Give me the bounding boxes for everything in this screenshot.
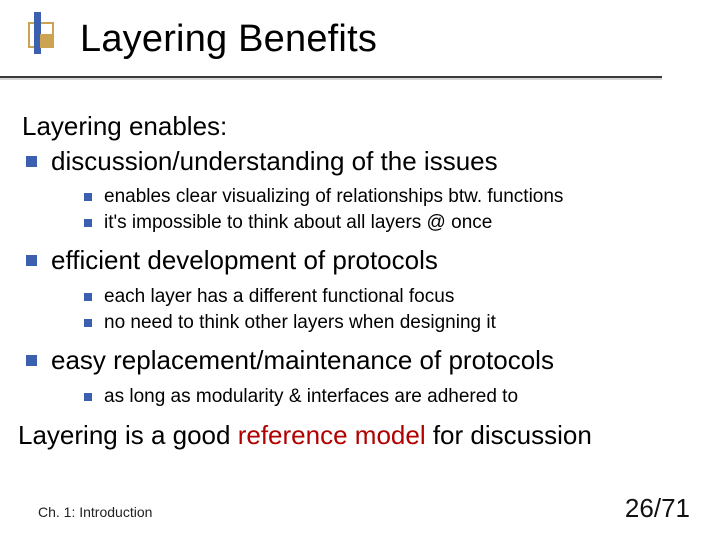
list-item: discussion/understanding of the issues — [22, 145, 702, 178]
title-decoration — [28, 12, 54, 54]
subitem-label: it's impossible to think about all layer… — [104, 211, 492, 236]
intro-text: Layering enables: — [22, 110, 702, 143]
bullet-icon — [84, 393, 92, 401]
item-label: discussion/understanding of the issues — [51, 145, 498, 178]
bullet-icon — [84, 193, 92, 201]
list-item: easy replacement/maintenance of protocol… — [22, 344, 702, 377]
footer-chapter: Ch. 1: Introduction — [38, 504, 152, 520]
list-subitem: it's impossible to think about all layer… — [84, 211, 702, 236]
item-label: efficient development of protocols — [51, 244, 438, 277]
closing-pre: Layering is a good — [18, 420, 238, 450]
title-underline-shadow — [0, 78, 662, 80]
square-fill-icon — [40, 34, 54, 48]
closing-accent: reference model — [238, 420, 426, 450]
subitem-label: enables clear visualizing of relationshi… — [104, 185, 563, 210]
list-subitem: no need to think other layers when desig… — [84, 311, 702, 336]
bullet-icon — [26, 355, 37, 366]
bullet-icon — [84, 219, 92, 227]
subitem-label: as long as modularity & interfaces are a… — [104, 385, 518, 410]
slide: Layering Benefits Layering enables: disc… — [0, 0, 720, 540]
closing-post: for discussion — [426, 420, 592, 450]
bullet-icon — [84, 293, 92, 301]
item-label: easy replacement/maintenance of protocol… — [51, 344, 554, 377]
bullet-icon — [26, 255, 37, 266]
list-subitem: enables clear visualizing of relationshi… — [84, 185, 702, 210]
list-subitem: each layer has a different functional fo… — [84, 285, 702, 310]
list-subitem: as long as modularity & interfaces are a… — [84, 385, 702, 410]
list-item: efficient development of protocols — [22, 244, 702, 277]
slide-body: Layering enables: discussion/understandi… — [22, 110, 702, 452]
bullet-icon — [84, 319, 92, 327]
subitem-label: each layer has a different functional fo… — [104, 285, 454, 310]
subitem-label: no need to think other layers when desig… — [104, 311, 496, 336]
bullet-icon — [26, 156, 37, 167]
closing-text: Layering is a good reference model for d… — [18, 419, 702, 452]
slide-title: Layering Benefits — [80, 18, 377, 61]
page-number: 26/71 — [625, 493, 690, 524]
